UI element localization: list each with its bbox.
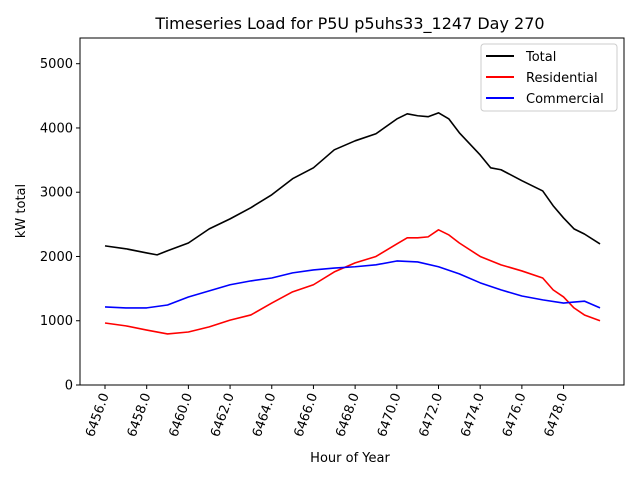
series-line-residential — [104, 229, 601, 335]
y-tick-label: 2000 — [40, 250, 73, 265]
series-line-commercial — [104, 260, 601, 309]
y-tick-label: 3000 — [40, 186, 73, 201]
series-line-total — [104, 112, 601, 256]
y-tick-label: 1000 — [40, 314, 73, 329]
legend: Total Residential Commercial — [480, 43, 618, 112]
legend-label-residential: Residential — [526, 71, 598, 86]
y-tick-label: 5000 — [40, 57, 73, 72]
y-axis-label: kW total — [14, 184, 29, 238]
x-axis-label: Hour of Year — [310, 451, 390, 466]
legend-label-commercial: Commercial — [526, 92, 604, 107]
y-tick-label: 0 — [65, 379, 73, 394]
legend-label-total: Total — [525, 50, 556, 65]
y-tick-label: 4000 — [40, 121, 73, 136]
chart-title: Timeseries Load for P5U p5uhs33_1247 Day… — [154, 14, 544, 34]
legend-box — [480, 43, 618, 112]
axes-frame — [79, 37, 625, 386]
